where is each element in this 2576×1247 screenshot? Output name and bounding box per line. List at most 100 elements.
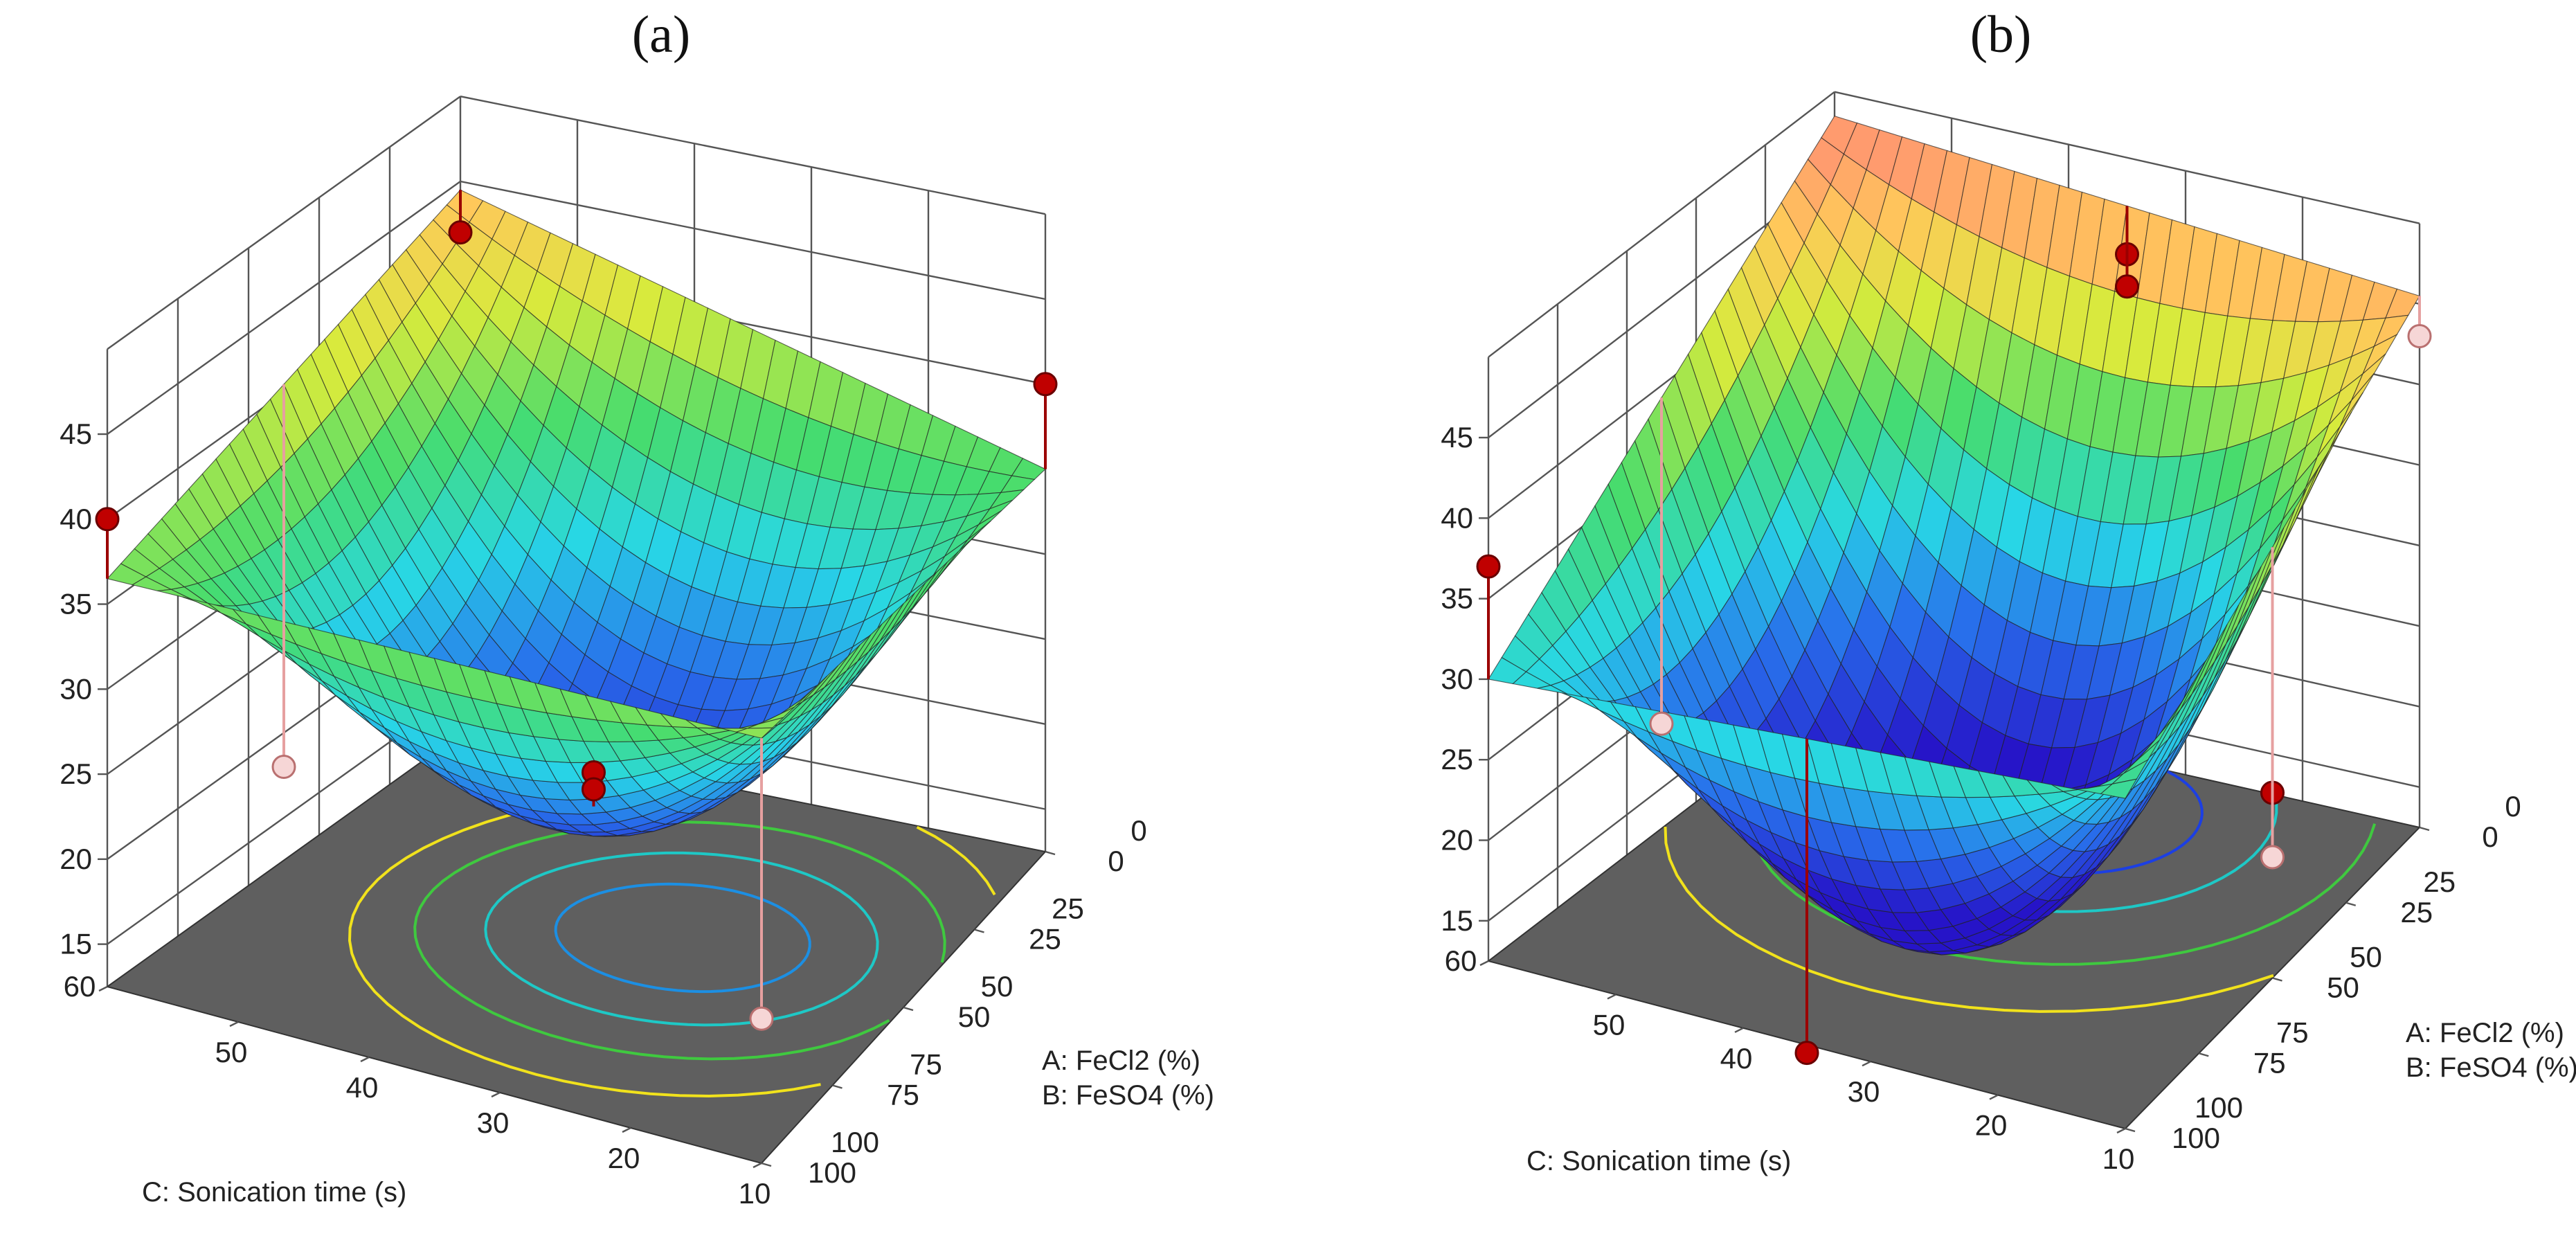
panel-a-c-tick-label: 30: [477, 1106, 510, 1139]
panel-a-c-tick-mark: [753, 1162, 762, 1169]
panel-a-contour-line: [484, 851, 879, 1027]
panel-b-c-tick-mark: [2116, 1127, 2126, 1134]
panel-b-contour-line: [1664, 827, 2274, 1013]
panel-a-a-tick-label: 75: [887, 1079, 919, 1111]
panel-a-z-tick-label: 40: [60, 503, 92, 535]
panel-a-c-tick-mark: [622, 1127, 631, 1133]
panel-b-c-tick-label: 20: [1975, 1109, 2008, 1142]
panel-b-c-tick-mark: [1607, 994, 1616, 1000]
panel-a-b-tick-label: 75: [910, 1048, 942, 1081]
panel-a-a-tick-label: 0: [1108, 845, 1124, 877]
panel-b-design-point: [1476, 554, 1501, 579]
panel-b-ab-tick-mark: [2198, 1052, 2209, 1057]
panel-a-contour-line: [554, 882, 811, 994]
panel-b-z-tick-label: 15: [1441, 904, 1473, 937]
panel-b-c-tick-mark: [1989, 1094, 1999, 1100]
panel-b-design-point: [2407, 324, 2432, 349]
panel-b-ab-tick-mark: [2125, 1127, 2136, 1133]
panel-a-b-tick-label: 100: [831, 1126, 879, 1158]
panel-b-a-tick-label: 50: [2327, 971, 2359, 1004]
panel-a-b-tick-label: 25: [1052, 892, 1084, 925]
panel-a-a-axis-label: A: FeCl2 (%): [1042, 1046, 1200, 1076]
panel-a-z-tick-label: 30: [60, 672, 92, 705]
panel-b-ab-tick-mark: [2272, 977, 2282, 982]
panel-a-b-tick-label: 0: [1131, 814, 1146, 847]
panel-b-title: (b): [1970, 6, 2032, 64]
panel-a-a-tick-label: 50: [958, 1001, 991, 1033]
panel-b-b-tick-label: 50: [2350, 941, 2382, 974]
panel-b-a-tick-label: 25: [2400, 896, 2433, 928]
panel-b-c-tick-mark: [1479, 960, 1489, 967]
panel-a-ab-tick-mark: [761, 1162, 772, 1167]
panel-b: (b) C: Sonication time (s) A: FeCl2 (%) …: [1441, 6, 2576, 1176]
panel-b-b-axis-label: B: FeSO4 (%): [2406, 1052, 2576, 1083]
panel-b-c-tick-mark: [1734, 1027, 1744, 1033]
panel-a-c-tick-label: 20: [608, 1142, 640, 1174]
panel-a-c-tick-label: 60: [64, 970, 96, 1003]
panel-b-b-tick-label: 75: [2276, 1016, 2309, 1048]
panel-b-c-tick-label: 10: [2102, 1142, 2135, 1175]
panel-a-b-axis-label: B: FeSO4 (%): [1042, 1080, 1214, 1111]
panel-a-z-tick-label: 15: [60, 928, 92, 960]
panel-b-c-axis-label: C: Sonication time (s): [1526, 1146, 1791, 1176]
panel-a-c-tick-label: 50: [215, 1036, 248, 1068]
panel-a-c-tick-mark: [98, 985, 108, 992]
panel-a-grid-line: [107, 180, 1046, 435]
panel-a-design-point: [1033, 372, 1058, 397]
panel-b-z-tick-label: 45: [1441, 421, 1473, 454]
panel-a-a-tick-label: 100: [808, 1156, 856, 1189]
panel-b-a-tick-label: 0: [2482, 820, 2498, 853]
panel-b-top-left-edge: [1488, 91, 1835, 358]
panel-b-b-tick-label: 0: [2505, 790, 2521, 823]
panel-b-design-point: [1794, 1041, 1819, 1066]
panel-b-z-tick-label: 20: [1441, 824, 1473, 856]
panel-b-design-point: [2260, 845, 2285, 870]
panel-a-ab-tick-mark: [1045, 850, 1056, 856]
panel-a-design-point: [749, 1006, 774, 1031]
panel-a: (a) C: Sonication time (s) A: FeCl2 (%) …: [60, 6, 1214, 1210]
panel-b-c-tick-label: 50: [1593, 1008, 1625, 1041]
panel-b-ab-tick-mark: [2345, 901, 2357, 906]
panel-a-z-tick-label: 20: [60, 843, 92, 875]
panel-a-design-point: [271, 754, 296, 779]
panel-b-design-point: [2115, 274, 2139, 299]
panel-b-z-tick-label: 35: [1441, 582, 1473, 615]
panel-a-c-axis-label: C: Sonication time (s): [142, 1177, 406, 1208]
panel-a-c-tick-mark: [360, 1056, 370, 1063]
panel-a-design-point: [582, 777, 606, 802]
panel-b-c-tick-label: 30: [1848, 1075, 1880, 1108]
panel-b-a-tick-label: 75: [2253, 1046, 2286, 1079]
panel-b-a-tick-label: 100: [2172, 1122, 2220, 1154]
panel-a-surface-cell: [735, 727, 774, 739]
panel-b-c-tick-label: 60: [1445, 944, 1477, 977]
panel-a-design-point: [448, 220, 473, 245]
panel-b-z-tick-label: 40: [1441, 501, 1473, 534]
panel-a-b-tick-label: 50: [981, 970, 1014, 1003]
panel-b-z-tick-label: 30: [1441, 663, 1473, 695]
panel-b-surface-cell: [2100, 778, 2138, 799]
panel-a-z-tick-label: 45: [60, 418, 92, 450]
panel-a-z-tick-label: 25: [60, 757, 92, 790]
panel-a-a-tick-label: 25: [1029, 923, 1061, 956]
panel-a-c-tick-mark: [229, 1021, 239, 1028]
panel-b-a-axis-label: A: FeCl2 (%): [2406, 1018, 2564, 1048]
panel-a-c-tick-label: 10: [739, 1177, 771, 1210]
panel-a-design-point: [95, 507, 120, 532]
panel-a-title: (a): [632, 6, 690, 64]
panel-b-c-tick-mark: [1862, 1061, 1871, 1067]
panel-b-ab-tick-mark: [2419, 826, 2430, 832]
panel-b-b-tick-label: 100: [2195, 1091, 2243, 1124]
panel-a-top-right-edge: [460, 96, 1046, 215]
panel-a-ab-tick-mark: [903, 1006, 914, 1012]
panel-b-c-tick-label: 40: [1720, 1042, 1753, 1075]
panel-a-top-left-edge: [107, 96, 461, 350]
panel-a-ab-tick-mark: [974, 928, 984, 933]
panel-b-z-tick-label: 25: [1441, 743, 1473, 775]
panel-a-c-tick-mark: [491, 1091, 501, 1098]
panel-a-c-tick-label: 40: [346, 1071, 379, 1104]
panel-a-ab-tick-mark: [832, 1084, 843, 1089]
panel-b-top-right-edge: [1834, 91, 2420, 224]
panel-b-b-tick-label: 25: [2423, 865, 2456, 898]
panel-b-design-point: [1649, 711, 1674, 736]
